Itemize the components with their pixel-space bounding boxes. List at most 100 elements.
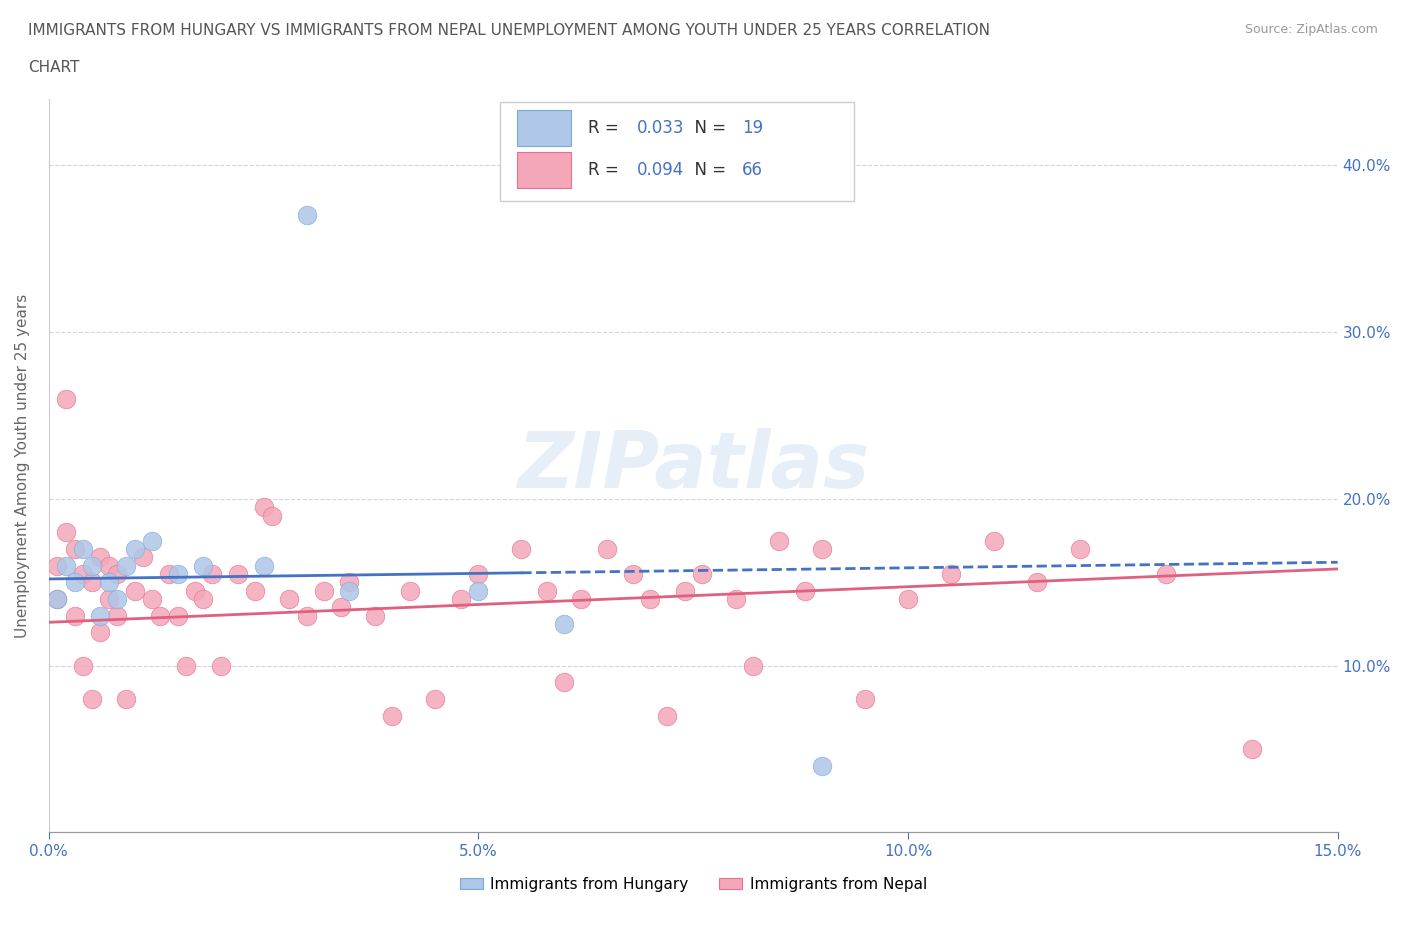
Point xyxy=(690,566,713,581)
Point xyxy=(107,608,129,623)
Point xyxy=(467,566,489,581)
Point xyxy=(193,558,215,573)
Point xyxy=(295,208,318,223)
Point xyxy=(97,575,120,590)
Point xyxy=(398,583,420,598)
Text: 19: 19 xyxy=(742,119,763,137)
Point xyxy=(55,392,77,406)
Point xyxy=(339,583,361,598)
Point xyxy=(939,566,962,581)
Legend: Immigrants from Hungary, Immigrants from Nepal: Immigrants from Hungary, Immigrants from… xyxy=(454,870,934,898)
Text: R =: R = xyxy=(588,161,623,179)
Point xyxy=(768,533,790,548)
Point xyxy=(381,709,404,724)
Point xyxy=(226,566,249,581)
Point xyxy=(243,583,266,598)
Point xyxy=(811,541,834,556)
Point xyxy=(425,692,447,707)
Point xyxy=(63,575,86,590)
Point xyxy=(201,566,224,581)
Point xyxy=(450,591,472,606)
Point xyxy=(166,566,188,581)
Point xyxy=(252,499,274,514)
Text: 66: 66 xyxy=(742,161,763,179)
Point xyxy=(193,591,215,606)
Point xyxy=(553,675,575,690)
Point xyxy=(80,692,103,707)
Point xyxy=(621,566,644,581)
Point xyxy=(742,658,765,673)
Point xyxy=(80,575,103,590)
Point xyxy=(55,525,77,539)
Point xyxy=(141,591,163,606)
Text: Source: ZipAtlas.com: Source: ZipAtlas.com xyxy=(1244,23,1378,36)
FancyBboxPatch shape xyxy=(516,110,571,146)
Point xyxy=(132,550,155,565)
Point xyxy=(107,566,129,581)
Point xyxy=(536,583,558,598)
Text: R =: R = xyxy=(588,119,623,137)
Text: 0.094: 0.094 xyxy=(637,161,683,179)
Point xyxy=(115,692,138,707)
Y-axis label: Unemployment Among Youth under 25 years: Unemployment Among Youth under 25 years xyxy=(15,294,30,638)
Point xyxy=(184,583,207,598)
Point xyxy=(141,533,163,548)
Point xyxy=(725,591,748,606)
Point xyxy=(510,541,533,556)
Text: CHART: CHART xyxy=(28,60,80,75)
Point xyxy=(124,541,146,556)
Point xyxy=(278,591,301,606)
Point xyxy=(97,558,120,573)
Point xyxy=(983,533,1005,548)
Point xyxy=(72,566,94,581)
Point xyxy=(1025,575,1047,590)
Point xyxy=(811,758,834,773)
Point xyxy=(897,591,920,606)
Point xyxy=(97,591,120,606)
Text: N =: N = xyxy=(685,161,731,179)
Point xyxy=(553,617,575,631)
Point xyxy=(174,658,197,673)
Text: IMMIGRANTS FROM HUNGARY VS IMMIGRANTS FROM NEPAL UNEMPLOYMENT AMONG YOUTH UNDER : IMMIGRANTS FROM HUNGARY VS IMMIGRANTS FR… xyxy=(28,23,990,38)
Point xyxy=(55,558,77,573)
Point xyxy=(1154,566,1177,581)
Point xyxy=(793,583,815,598)
Point xyxy=(72,541,94,556)
Point xyxy=(89,550,111,565)
Point xyxy=(1240,741,1263,756)
Point xyxy=(46,558,69,573)
Text: N =: N = xyxy=(685,119,731,137)
Point xyxy=(252,558,274,573)
Point xyxy=(107,591,129,606)
FancyBboxPatch shape xyxy=(501,102,855,202)
Point xyxy=(124,583,146,598)
Point xyxy=(467,583,489,598)
Point xyxy=(364,608,387,623)
Point xyxy=(657,709,679,724)
Point xyxy=(89,625,111,640)
Point xyxy=(80,558,103,573)
Point xyxy=(63,541,86,556)
Point xyxy=(166,608,188,623)
Point xyxy=(596,541,619,556)
Point xyxy=(63,608,86,623)
Point xyxy=(638,591,661,606)
Point xyxy=(262,508,284,523)
Point xyxy=(295,608,318,623)
Point xyxy=(673,583,696,598)
Point xyxy=(149,608,172,623)
Point xyxy=(853,692,876,707)
Point xyxy=(339,575,361,590)
Text: ZIPatlas: ZIPatlas xyxy=(517,428,869,503)
Point xyxy=(115,558,138,573)
Point xyxy=(329,600,352,615)
Point xyxy=(157,566,180,581)
Point xyxy=(72,658,94,673)
Point xyxy=(1069,541,1091,556)
Point xyxy=(89,608,111,623)
Text: 0.033: 0.033 xyxy=(637,119,683,137)
Point xyxy=(312,583,335,598)
Point xyxy=(46,591,69,606)
FancyBboxPatch shape xyxy=(516,153,571,188)
Point xyxy=(571,591,593,606)
